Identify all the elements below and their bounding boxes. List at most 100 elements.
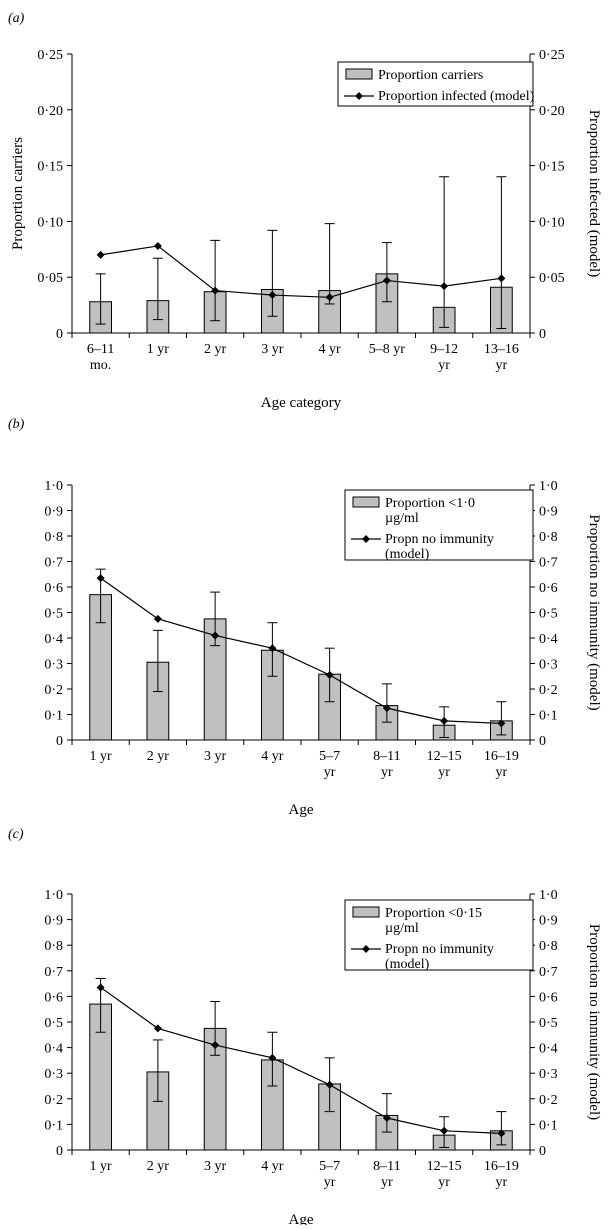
model-point <box>440 282 449 291</box>
x-tick-label: yr <box>496 765 508 780</box>
y-tick-label-left: 0·5 <box>44 1016 63 1031</box>
legend-bar-label: Proportion carriers <box>378 68 483 83</box>
x-tick-label: 16–19 <box>484 749 519 764</box>
panel-label: (a) <box>8 11 25 26</box>
legend-line-label: (model) <box>385 547 430 562</box>
y-tick-label-right: 0 <box>539 734 546 749</box>
legend-bar-label: Proportion <0·15 <box>385 906 482 921</box>
y-axis-label-right: Proportion no immunity (model) <box>586 924 602 1120</box>
x-tick-label: 4 yr <box>261 749 284 764</box>
model-point <box>96 983 105 992</box>
y-tick-label-left: 0 <box>56 734 63 749</box>
x-tick-label: 4 yr <box>261 1159 284 1174</box>
legend-line-label: Propn no immunity <box>385 532 494 547</box>
y-tick-label-right: 0·5 <box>539 1016 558 1031</box>
x-tick-label: 2 yr <box>147 1159 170 1174</box>
model-point <box>153 614 162 623</box>
legend-line-marker <box>355 92 363 100</box>
model-point <box>440 1126 449 1135</box>
x-tick-label: 1 yr <box>147 342 170 357</box>
y-tick-label-left: 0·4 <box>44 632 63 647</box>
x-tick-label: yr <box>381 765 393 780</box>
x-tick-label: yr <box>438 1175 450 1190</box>
model-point <box>382 276 391 285</box>
x-tick-label: yr <box>381 1175 393 1190</box>
y-tick-label-left: 0·1 <box>44 709 63 724</box>
model-point <box>268 291 277 300</box>
legend-bar-label: µg/ml <box>385 511 419 526</box>
model-line <box>100 986 502 1134</box>
y-axis-label-left: Proportion carriers <box>10 137 26 250</box>
y-tick-label-left: 0·9 <box>44 914 63 929</box>
model-point <box>268 1053 277 1062</box>
y-tick-label-right: 1·0 <box>539 479 558 494</box>
model-line <box>100 245 502 298</box>
y-tick-label-left: 1·0 <box>44 479 63 494</box>
model-point <box>325 1080 334 1089</box>
x-tick-label: 13–16 <box>484 342 519 357</box>
y-tick-label-right: 0·2 <box>539 683 558 698</box>
panel-label: (b) <box>8 417 25 432</box>
y-tick-label-left: 0·8 <box>44 939 63 954</box>
x-tick-label: 2 yr <box>204 342 227 357</box>
legend-box <box>337 61 534 107</box>
y-tick-label-left: 0·3 <box>44 658 63 673</box>
x-tick-label: yr <box>438 765 450 780</box>
x-tick-label: 4 yr <box>319 342 342 357</box>
panel-b: (b) 0 0 0·1 0·1 0·2 0·2 0·3 0·3 0·4 0·4 0·5 0·5 0·6 0·… <box>0 410 610 820</box>
y-tick-label-right: 0·4 <box>539 1042 558 1057</box>
y-tick-label-right: 0·10 <box>539 215 565 230</box>
model-point <box>382 704 391 713</box>
model-point <box>325 293 334 302</box>
x-tick-label: 8–11 <box>373 749 400 764</box>
panel-a: (a) 0 0 0·05 0·05 0·10 0·10 0·15 0·15 0·20 0·20 0·2… <box>0 0 610 411</box>
x-tick-label: 5–7 <box>319 749 340 764</box>
legend-bar-swatch <box>352 496 380 508</box>
y-tick-label-right: 0·6 <box>539 990 558 1005</box>
x-tick-label: 1 yr <box>90 749 113 764</box>
x-tick-label: 3 yr <box>204 749 227 764</box>
x-tick-label: yr <box>496 358 508 373</box>
x-tick-label: yr <box>438 358 450 373</box>
x-tick-label: 12–15 <box>427 749 462 764</box>
y-tick-label-left: 0·9 <box>44 505 63 520</box>
y-tick-label-right: 0 <box>539 327 546 342</box>
legend-line-label: Proportion infected (model) <box>378 89 535 104</box>
x-tick-label: 1 yr <box>90 1159 113 1174</box>
legend-bar-label: µg/ml <box>385 921 419 936</box>
x-tick-label: 5–7 <box>319 1159 340 1174</box>
y-tick-label-right: 0·9 <box>539 914 558 929</box>
model-point <box>497 274 506 283</box>
x-tick-label: 8–11 <box>373 1159 400 1174</box>
y-tick-label-right: 0·3 <box>539 1067 558 1082</box>
chart-b: (b) 0 0 0·1 0·1 0·2 0·2 0·3 0·3 0·4 0·4 0·5 0·5 0·6 0·… <box>8 417 602 818</box>
y-tick-label-right: 1·0 <box>539 888 558 903</box>
legend-bar-swatch <box>345 68 373 80</box>
model-point <box>211 1041 220 1050</box>
model-point <box>268 644 277 653</box>
model-point <box>211 631 220 640</box>
y-tick-label-right: 0·25 <box>539 48 565 63</box>
y-tick-label-left: 0·20 <box>37 104 63 119</box>
model-point <box>382 1114 391 1122</box>
y-tick-label-right: 0·2 <box>539 1093 558 1108</box>
x-tick-label: 16–19 <box>484 1159 519 1174</box>
legend-line-marker <box>362 535 370 543</box>
x-tick-label: yr <box>324 1175 336 1190</box>
y-axis-label-right: Proportion infected (model) <box>586 110 602 277</box>
model-point <box>440 716 449 725</box>
model-point <box>497 1129 506 1138</box>
y-tick-label-left: 0·2 <box>44 683 63 698</box>
y-tick-label-left: 0·05 <box>37 271 63 286</box>
y-tick-label-right: 0·6 <box>539 581 558 596</box>
y-tick-label-left: 0·3 <box>44 1067 63 1082</box>
model-point <box>153 241 162 250</box>
y-tick-label-left: 0·25 <box>37 48 63 63</box>
y-tick-label-right: 0·5 <box>539 607 558 622</box>
y-tick-label-right: 0·7 <box>539 965 558 980</box>
y-tick-label-left: 0·4 <box>44 1042 63 1057</box>
y-tick-label-right: 0·20 <box>539 104 565 119</box>
model-point <box>211 286 220 295</box>
y-tick-label-left: 0·10 <box>37 215 63 230</box>
y-tick-label-right: 0·8 <box>539 530 558 545</box>
